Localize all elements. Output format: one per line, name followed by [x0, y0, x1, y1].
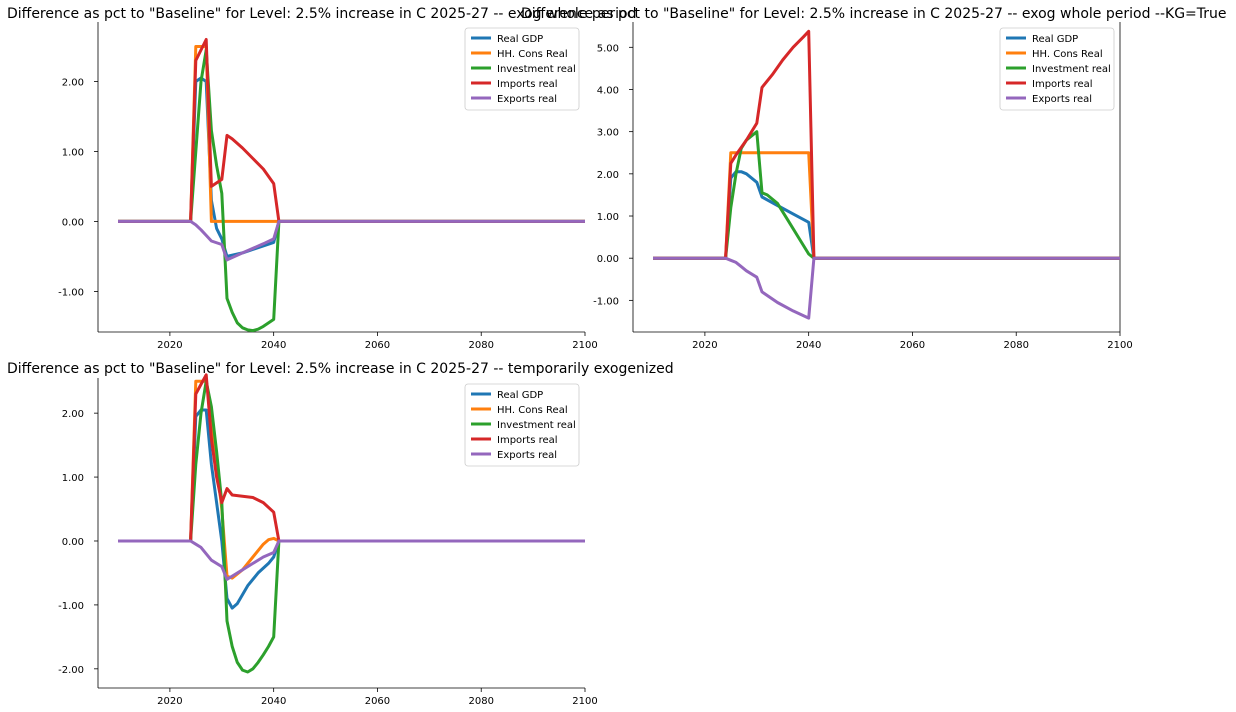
series-line-imports-real — [118, 373, 585, 543]
x-tick-label: 2080 — [468, 696, 493, 707]
legend-label: HH. Cons Real — [497, 49, 568, 60]
x-tick-label: 2020 — [157, 340, 182, 351]
legend-frame — [464, 383, 580, 467]
legend-label: Investment real — [497, 64, 576, 75]
legend: Real GDP HH. Cons Real Investment real Impo… — [464, 383, 580, 467]
y-tick-label: 2.00 — [62, 409, 84, 420]
legend-frame — [999, 27, 1115, 111]
chart-title: Difference as pct to "Baseline" for Leve… — [7, 361, 674, 377]
y-tick-label: 0.00 — [62, 217, 84, 228]
x-tick-label: 2080 — [1003, 340, 1028, 351]
x-tick-label: 2080 — [468, 340, 493, 351]
y-tick-label: -1.00 — [58, 601, 84, 612]
chart-title: Difference as pct to "Baseline" for Leve… — [7, 6, 636, 22]
y-tick-label: 1.00 — [62, 473, 84, 484]
legend-label: Imports real — [497, 435, 558, 446]
y-tick-label: 2.00 — [62, 77, 84, 88]
series-line-investment-real — [118, 379, 585, 674]
x-tick-label: 2060 — [900, 340, 925, 351]
series-line-exports-real — [653, 256, 1120, 320]
x-tick-label: 2020 — [692, 340, 717, 351]
x-tick-label: 2060 — [365, 696, 390, 707]
legend-frame — [464, 27, 580, 111]
x-tick-label: 2100 — [572, 696, 597, 707]
y-tick-label: 3.00 — [597, 128, 619, 139]
y-tick-label: 1.00 — [597, 212, 619, 223]
legend-label: Real GDP — [1032, 34, 1078, 45]
y-tick-label: -2.00 — [58, 665, 84, 676]
chart-3: Difference as pct to "Baseline" for Leve… — [7, 361, 674, 707]
x-tick-label: 2040 — [261, 696, 286, 707]
series-line-hh-cons-real — [653, 151, 1120, 260]
legend-label: Exports real — [497, 94, 557, 105]
x-tick-label: 2040 — [796, 340, 821, 351]
legend-label: Real GDP — [497, 34, 543, 45]
legend: Real GDP HH. Cons Real Investment real Impo… — [999, 27, 1115, 111]
y-tick-label: 0.00 — [597, 254, 619, 265]
series-line-investment-real — [118, 48, 585, 333]
series-line-imports-real — [653, 29, 1120, 260]
legend-label: Exports real — [497, 450, 557, 461]
y-tick-label: -1.00 — [58, 287, 84, 298]
series-line-exports-real — [118, 539, 585, 581]
y-tick-label: 5.00 — [597, 43, 619, 54]
series-line-investment-real — [653, 130, 1120, 260]
y-tick-label: 1.00 — [62, 147, 84, 158]
chart-1: Difference as pct to "Baseline" for Leve… — [7, 6, 636, 351]
series-line-real-gdp — [653, 170, 1120, 260]
y-tick-label: 2.00 — [597, 170, 619, 181]
chart-2: Difference as pct to "Baseline" for Leve… — [521, 6, 1227, 351]
legend: Real GDP HH. Cons Real Investment real Impo… — [464, 27, 580, 111]
legend-label: Investment real — [497, 420, 576, 431]
legend-label: Investment real — [1032, 64, 1111, 75]
legend-label: Real GDP — [497, 390, 543, 401]
series-line-imports-real — [118, 38, 585, 223]
x-tick-label: 2020 — [157, 696, 182, 707]
legend-label: HH. Cons Real — [497, 405, 568, 416]
legend-label: Imports real — [1032, 79, 1093, 90]
legend-label: HH. Cons Real — [1032, 49, 1103, 60]
x-tick-label: 2040 — [261, 340, 286, 351]
legend-label: Exports real — [1032, 94, 1092, 105]
y-tick-label: 4.00 — [597, 85, 619, 96]
y-tick-label: 0.00 — [62, 537, 84, 548]
chart-title: Difference as pct to "Baseline" for Leve… — [521, 6, 1227, 22]
legend-label: Imports real — [497, 79, 558, 90]
x-tick-label: 2060 — [365, 340, 390, 351]
series-line-exports-real — [118, 219, 585, 262]
y-tick-label: -1.00 — [593, 296, 619, 307]
x-tick-label: 2100 — [1107, 340, 1132, 351]
x-tick-label: 2100 — [572, 340, 597, 351]
